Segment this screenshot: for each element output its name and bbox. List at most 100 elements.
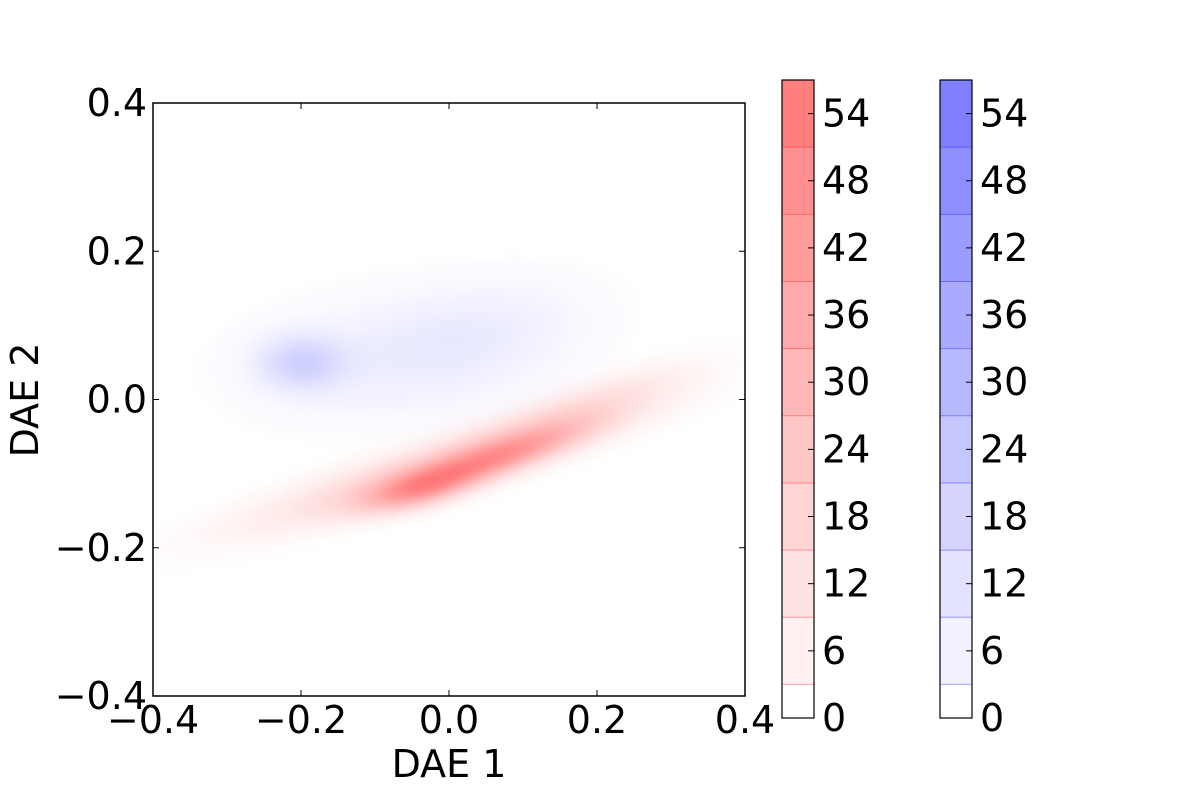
density-cell [279, 318, 287, 326]
density-cell [375, 303, 383, 311]
density-cell [434, 407, 442, 415]
density-cell [456, 443, 465, 452]
colorbar-tick-label: 0 [980, 696, 1004, 740]
density-cell [553, 355, 561, 363]
density-cell [382, 414, 390, 422]
density-cell [353, 451, 361, 459]
density-cell [515, 303, 524, 312]
density-cell [419, 340, 428, 349]
density-cell [293, 377, 302, 386]
density-cell [360, 481, 369, 490]
density-cell [715, 370, 723, 378]
density-cell [264, 384, 272, 393]
density-cell [582, 325, 590, 333]
density-cell [212, 385, 220, 393]
density-cell [257, 303, 265, 311]
density-cell [382, 310, 391, 319]
density-cell [590, 362, 598, 370]
density-cell [338, 347, 346, 356]
density-cell [508, 370, 516, 378]
density-cell [560, 288, 568, 296]
density-cell [441, 488, 450, 497]
density-cell [264, 525, 272, 534]
density-cell [604, 311, 612, 319]
density-cell [257, 392, 265, 400]
density-cell [345, 347, 354, 356]
density-cell [611, 377, 620, 386]
density-cell [301, 332, 309, 341]
density-cell [227, 340, 235, 348]
density-cell [168, 518, 176, 526]
density-cell [316, 437, 324, 445]
density-cell [412, 518, 420, 526]
density-cell [338, 503, 346, 512]
density-cell [693, 407, 701, 415]
density-cell [256, 347, 265, 356]
density-cell [530, 466, 539, 475]
density-cell [397, 303, 406, 312]
density-cell [227, 407, 235, 415]
density-cell [515, 458, 524, 467]
density-cell [220, 540, 228, 548]
density-cell [279, 548, 287, 556]
density-cell [345, 407, 353, 415]
density-cell [330, 473, 339, 482]
density-cell [315, 369, 324, 378]
density-cell [678, 414, 686, 422]
density-cell [530, 273, 538, 281]
density-cell [553, 370, 561, 378]
density-cell [412, 503, 420, 512]
density-cell [426, 332, 435, 341]
density-cell [308, 369, 317, 378]
density-cell [308, 347, 317, 356]
density-cell [227, 496, 235, 504]
density-cell [419, 310, 428, 319]
density-cell [256, 362, 265, 371]
density-cell [701, 370, 709, 378]
density-cell [545, 443, 554, 452]
density-cell [456, 259, 464, 267]
density-cell [412, 407, 420, 415]
density-cell [678, 348, 686, 356]
density-cell [515, 340, 524, 349]
density-cell [442, 511, 450, 519]
density-cell [612, 355, 620, 363]
density-cell [449, 436, 457, 445]
density-cell [316, 288, 324, 296]
density-cell [412, 437, 420, 445]
density-cell [397, 369, 406, 378]
density-cell [160, 548, 168, 556]
density-cell [227, 355, 235, 363]
x-axis: −0.4 −0.2 0.0 0.2 0.4 [107, 103, 775, 742]
density-cell [412, 481, 420, 490]
density-cell [352, 392, 361, 401]
density-cell [331, 303, 339, 311]
density-cell [567, 443, 576, 452]
density-cell [516, 273, 524, 281]
density-cell [427, 437, 435, 445]
density-cell [582, 266, 590, 274]
density-cell [538, 273, 546, 281]
density-cell [441, 362, 450, 371]
density-cell [530, 355, 538, 363]
density-cell [301, 384, 309, 393]
density-cell [441, 481, 450, 490]
y-tick-label: −0.4 [55, 674, 147, 718]
density-cell [315, 473, 324, 482]
density-cell [493, 303, 502, 312]
density-cell [271, 422, 279, 430]
density-cell [545, 281, 553, 289]
density-cell [293, 384, 302, 393]
density-cell [500, 451, 509, 460]
density-cell [597, 392, 605, 401]
density-cell [367, 458, 376, 467]
density-cell [205, 518, 213, 526]
density-cell [523, 406, 531, 415]
density-cell [567, 259, 575, 267]
density-cell [434, 362, 443, 371]
density-cell [301, 510, 309, 519]
density-cell [315, 510, 324, 519]
density-cell [308, 414, 316, 422]
density-cell [553, 318, 561, 326]
density-cell [434, 295, 443, 304]
